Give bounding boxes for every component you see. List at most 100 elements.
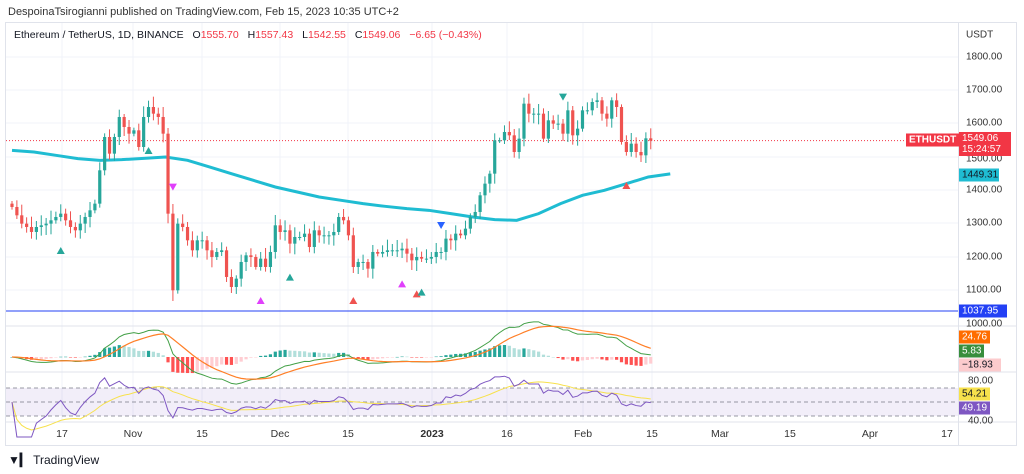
macd-histogram-bar (590, 357, 594, 360)
candle-body (117, 116, 121, 137)
candle-body (434, 251, 438, 257)
candle-body (502, 131, 507, 141)
candle-body (68, 220, 73, 227)
low-label: L (302, 29, 308, 41)
macd-histogram-bar (619, 357, 624, 363)
macd-histogram-bar (580, 357, 585, 361)
macd-histogram-bar (439, 356, 443, 357)
macd-histogram-bar (254, 357, 258, 358)
candle-body (537, 113, 541, 115)
candle-body (39, 225, 43, 227)
macd-histogram-bar (59, 356, 63, 358)
macd-histogram-bar (415, 357, 419, 358)
candle-body (195, 240, 199, 251)
macd-histogram-bar (93, 354, 97, 357)
macd-histogram-bar (107, 347, 112, 357)
candle-body (639, 151, 643, 156)
macd-histogram-bar (366, 357, 370, 361)
candle-body (478, 195, 482, 212)
candle-body (171, 213, 175, 291)
price-axis[interactable] (958, 22, 1016, 446)
rsi-ma-line (11, 381, 651, 431)
candle-body (541, 113, 546, 139)
candle-body (200, 240, 204, 242)
macd-histogram-bar (127, 347, 131, 357)
candle-body (263, 258, 268, 267)
macd-histogram-bar (288, 350, 292, 357)
candle-body (634, 143, 638, 152)
signal-up-marker (144, 146, 153, 154)
moving-average-line (11, 148, 671, 222)
signal-up-marker (349, 296, 358, 304)
tv-logo-icon: ▼▎ (8, 453, 30, 467)
candle-body (610, 100, 614, 119)
candle-body (576, 128, 580, 136)
macd-histogram-bar (356, 357, 360, 359)
candle-body (449, 238, 453, 241)
macd-histogram-bar (210, 357, 214, 368)
macd-histogram-bar (83, 356, 87, 358)
candle-body (25, 223, 29, 227)
candle-body (395, 250, 399, 252)
macd-histogram-bar (317, 352, 321, 357)
candle-body (78, 223, 82, 231)
candle-body (385, 250, 390, 252)
candle-body (156, 113, 160, 117)
macd-histogram-bar (376, 357, 380, 359)
candle-body (293, 236, 297, 244)
macd-histogram-bar (468, 352, 472, 357)
symbol-tag: ETHUSDT (906, 133, 960, 147)
macd-histogram-bar (585, 357, 589, 360)
brand-name: TradingView (33, 453, 100, 467)
time-tick: Mar (710, 428, 730, 440)
candle-body (54, 216, 58, 221)
macd-histogram-bar (380, 357, 385, 359)
macd-histogram-bar (185, 357, 190, 374)
macd-histogram-bar (181, 357, 185, 373)
macd-histogram-bar (88, 355, 92, 357)
candle-body (312, 230, 316, 247)
macd-histogram-bar (322, 353, 326, 357)
candle-body (332, 231, 336, 236)
price-tick: 1100.00 (966, 284, 1002, 296)
hline-value-tag: 1037.95 (959, 304, 1007, 318)
candle-body (259, 258, 263, 267)
macd-histogram-bar (512, 348, 516, 357)
time-tick: 16 (501, 428, 513, 440)
macd-histogram-bar (146, 350, 151, 357)
symbol-title[interactable]: Ethereum / TetherUS, 1D, BINANCE (14, 29, 184, 41)
macd-histogram-bar (312, 352, 316, 357)
candle-body (498, 140, 502, 142)
macd-histogram-bar (556, 357, 560, 359)
macd-histogram-bar (483, 349, 487, 357)
macd-histogram-bar (600, 357, 604, 360)
price-tick: 1500.00 (966, 153, 1003, 165)
macd-histogram-bar (449, 354, 453, 357)
last-price-tag: 1549.06 15:24:57 (959, 132, 1011, 156)
candle-body (220, 250, 224, 252)
candle-body (73, 226, 77, 231)
macd-histogram-bar (332, 353, 336, 357)
candle-body (551, 120, 555, 124)
price-tick: 1300.00 (966, 217, 1003, 229)
macd-histogram-bar (532, 350, 536, 357)
candle-body (127, 126, 131, 134)
time-tick: 15 (646, 428, 658, 440)
signal-up-marker (56, 246, 65, 254)
tradingview-logo[interactable]: ▼▎ TradingView (8, 453, 99, 467)
macd-histogram-bar (263, 355, 268, 357)
signal-up-marker (622, 181, 631, 189)
candle-body (493, 140, 497, 174)
rsi-bottom-tick: 40.00 (968, 415, 994, 427)
time-tick: 17 (941, 428, 953, 440)
macd-histogram-bar (644, 357, 648, 365)
macd-histogram-bar (385, 357, 390, 358)
countdown: 15:24:57 (962, 144, 1001, 155)
candle-body (483, 183, 487, 196)
candle-body (507, 131, 511, 136)
rsi-value-tag: 49.19 (959, 401, 991, 415)
macd-histogram-bar (561, 357, 565, 360)
macd-histogram-bar (351, 357, 355, 358)
macd-histogram-bar (615, 357, 619, 360)
